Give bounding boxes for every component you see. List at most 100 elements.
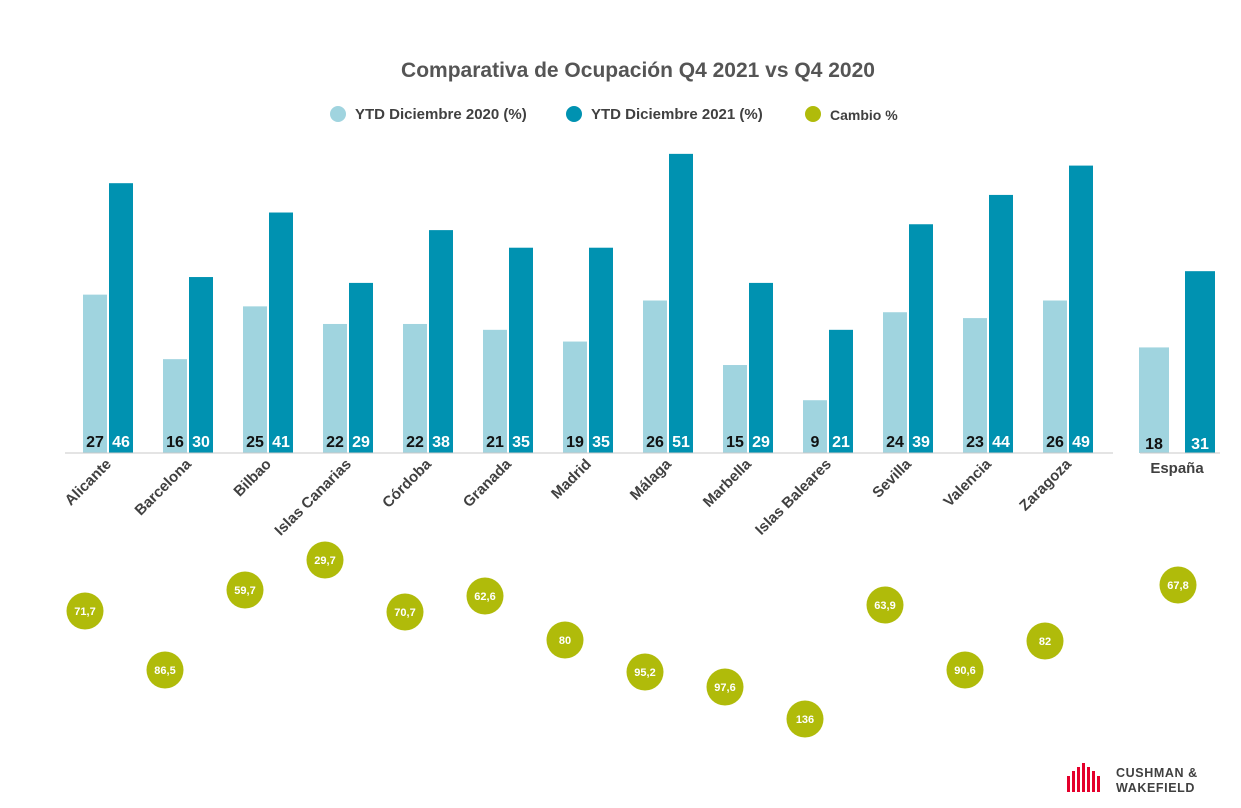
cushman-wakefield-logo-icon xyxy=(1067,763,1100,792)
value-label-2021-cordoba: 38 xyxy=(432,434,450,451)
category-label-madrid: Madrid xyxy=(548,456,595,503)
value-label-2021-madrid: 35 xyxy=(592,434,610,451)
cambio-label-bilbao: 59,7 xyxy=(234,585,255,597)
bar-2020-valencia xyxy=(963,318,987,453)
cambio-bubble-valencia xyxy=(946,651,984,689)
cambio-label-valencia: 90,6 xyxy=(954,665,975,677)
cambio-bubble-granada xyxy=(466,577,504,615)
legend-marker-2021 xyxy=(566,106,582,122)
category-label-malaga: Málaga xyxy=(627,455,675,503)
bar-2021-zaragoza xyxy=(1069,165,1093,453)
bar-2020-barcelona xyxy=(163,359,187,453)
bar-2021-cordoba xyxy=(429,230,453,453)
cambio-bubble-marbella xyxy=(706,668,744,706)
cambio-label-malaga: 95,2 xyxy=(634,667,655,679)
value-label-2020-zaragoza: 26 xyxy=(1046,434,1064,451)
cambio-bubble-madrid xyxy=(546,621,584,659)
bar-2020-sevilla xyxy=(883,312,907,453)
category-label-bilbao: Bilbao xyxy=(230,456,274,500)
category-label-valencia: Valencia xyxy=(940,455,995,510)
bar-2020-bilbao xyxy=(243,306,267,453)
value-label-2020-islas-baleares: 9 xyxy=(811,434,820,451)
category-label-cordoba: Córdoba xyxy=(379,455,435,511)
cambio-bubbles-group: 71,7 86,5 59,7 29,7 70,7 62,6 80 95,2 97,6 136 63,… xyxy=(66,541,1197,738)
value-label-2021-valencia: 44 xyxy=(992,434,1010,451)
value-label-2020-madrid: 19 xyxy=(566,434,584,451)
bar-2020-madrid xyxy=(563,341,587,453)
value-label-2021-granada: 35 xyxy=(512,434,530,451)
value-label-2021-bilbao: 41 xyxy=(272,434,290,451)
cambio-bubble-barcelona xyxy=(146,651,184,689)
bar-2020-marbella xyxy=(723,365,747,453)
value-label-2020-valencia: 23 xyxy=(966,434,984,451)
cambio-bubble-alicante xyxy=(66,592,104,630)
value-label-2021-islas-canarias: 29 xyxy=(352,434,370,451)
value-label-2020-espana: 18 xyxy=(1145,436,1163,453)
cambio-label-zaragoza: 82 xyxy=(1039,636,1051,648)
cambio-bubble-malaga xyxy=(626,653,664,691)
cambio-bubble-islas-canarias xyxy=(306,541,344,579)
bar-2021-granada xyxy=(509,247,533,453)
value-label-2020-cordoba: 22 xyxy=(406,434,424,451)
bar-2020-malaga xyxy=(643,300,667,453)
bar-2021-malaga xyxy=(669,153,693,453)
value-label-2021-malaga: 51 xyxy=(672,434,690,451)
cambio-label-sevilla: 63,9 xyxy=(874,600,895,612)
legend-label-2020: YTD Diciembre 2020 (%) xyxy=(355,106,527,123)
value-label-2021-espana: 31 xyxy=(1191,436,1209,453)
value-label-2020-islas-canarias: 22 xyxy=(326,434,344,451)
value-label-2020-sevilla: 24 xyxy=(886,434,904,451)
category-label-islas-canarias: Islas Canarias xyxy=(271,456,354,539)
bar-2021-valencia xyxy=(989,194,1013,453)
value-label-2020-barcelona: 16 xyxy=(166,434,184,451)
bar-2021-alicante xyxy=(109,183,133,453)
category-label-marbella: Marbella xyxy=(700,455,756,511)
value-label-2021-sevilla: 39 xyxy=(912,434,930,451)
category-label-granada: Granada xyxy=(460,455,516,511)
cambio-label-cordoba: 70,7 xyxy=(394,607,415,619)
cambio-label-barcelona: 86,5 xyxy=(154,665,175,677)
cambio-label-madrid: 80 xyxy=(559,635,571,647)
category-label-sevilla: Sevilla xyxy=(869,455,915,501)
bar-2021-espana xyxy=(1185,271,1215,453)
cambio-bubble-espana xyxy=(1159,566,1197,604)
bar-2020-granada xyxy=(483,329,507,453)
bar-2020-cordoba xyxy=(403,323,427,453)
bar-2020-alicante xyxy=(83,294,107,453)
cambio-label-alicante: 71,7 xyxy=(74,606,95,618)
legend-marker-cambio xyxy=(805,106,821,122)
category-label-islas-baleares: Islas Baleares xyxy=(752,456,835,539)
category-label-barcelona: Barcelona xyxy=(132,455,196,519)
legend-marker-2020 xyxy=(330,106,346,122)
cambio-label-islas-canarias: 29,7 xyxy=(314,555,335,567)
cambio-label-espana: 67,8 xyxy=(1167,580,1188,592)
cambio-bubble-sevilla xyxy=(866,586,904,624)
bar-2020-islas-canarias xyxy=(323,323,347,453)
value-label-2021-zaragoza: 49 xyxy=(1072,434,1090,451)
cambio-bubble-cordoba xyxy=(386,593,424,631)
cambio-label-islas-baleares: 136 xyxy=(796,714,814,726)
value-label-2021-barcelona: 30 xyxy=(192,434,210,451)
bar-2021-islas-baleares xyxy=(829,329,853,453)
bar-2021-barcelona xyxy=(189,277,213,453)
bar-2021-sevilla xyxy=(909,224,933,453)
cambio-label-granada: 62,6 xyxy=(474,591,495,603)
bar-2021-marbella xyxy=(749,282,773,453)
category-label-alicante: Alicante xyxy=(62,456,115,509)
value-label-2020-marbella: 15 xyxy=(726,434,744,451)
bar-2020-espana xyxy=(1139,347,1169,453)
chart-legend: YTD Diciembre 2020 (%) YTD Diciembre 202… xyxy=(330,106,898,123)
value-label-2020-malaga: 26 xyxy=(646,434,664,451)
bar-2021-bilbao xyxy=(269,212,293,453)
value-label-2020-granada: 21 xyxy=(486,434,504,451)
bar-2020-zaragoza xyxy=(1043,300,1067,453)
chart-title: Comparativa de Ocupación Q4 2021 vs Q4 2… xyxy=(401,59,875,82)
cambio-bubble-zaragoza xyxy=(1026,622,1064,660)
legend-label-2021: YTD Diciembre 2021 (%) xyxy=(591,106,763,123)
value-labels-group: 27 46 16 30 25 41 22 29 22 38 21 35 19 35 26 51 15 29 9 21 2… xyxy=(86,434,1209,453)
bar-2020-islas-baleares xyxy=(803,400,827,453)
value-label-2021-islas-baleares: 21 xyxy=(832,434,850,451)
brand-line2: WAKEFIELD xyxy=(1116,781,1195,795)
